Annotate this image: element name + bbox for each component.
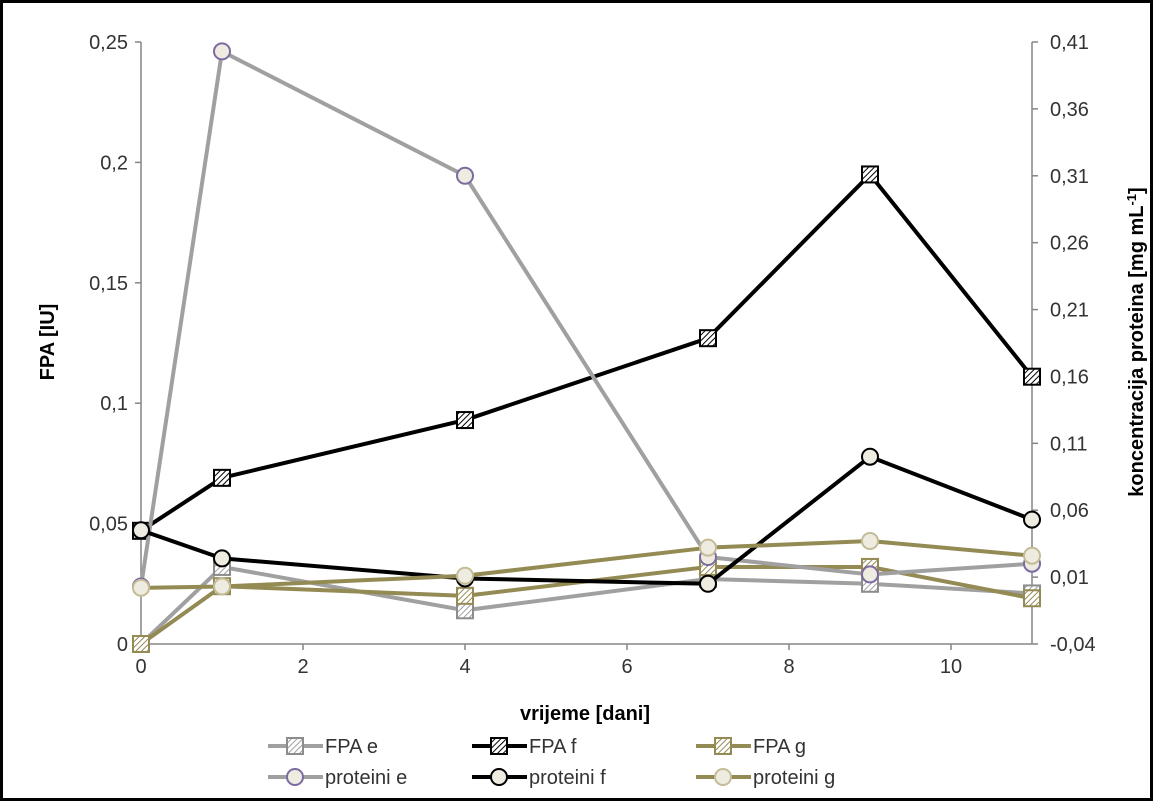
y2-axis-title-sup: -1: [1124, 194, 1139, 206]
y2-tick-label: 0,16: [1050, 366, 1089, 388]
y2-tick-label: 0,11: [1050, 433, 1087, 455]
x-tick-label: 10: [940, 656, 962, 678]
legend-swatch-marker: [714, 737, 732, 755]
series-line: [139, 564, 1033, 646]
data-point: [861, 531, 879, 550]
series-line: [140, 454, 1033, 586]
legend-item: proteini g: [696, 767, 835, 789]
data-point: [456, 166, 474, 185]
data-point: [1023, 589, 1041, 608]
data-point: [1023, 367, 1041, 386]
legend-item: proteini f: [472, 767, 606, 789]
series-proteini-g: [132, 531, 1041, 597]
series-fpa-f: [132, 165, 1041, 540]
axes: [135, 41, 1038, 650]
data-point: [861, 165, 879, 184]
data-point: [861, 447, 879, 466]
x-tick-label: 8: [783, 656, 794, 678]
data-point: [1023, 510, 1041, 529]
legend-label: FPA e: [325, 736, 378, 758]
x-tick-label: 0: [135, 656, 146, 678]
y2-tick-label: -0,04: [1050, 634, 1096, 656]
tick-labels: 0 2 4 6 8 10 0 0,05 0,1 0,15 0,2 0,25 -0,04 0,01 0,06 0…: [89, 32, 1096, 678]
series-proteini-e: [132, 42, 1041, 596]
y-tick-label: 0,2: [100, 152, 128, 174]
series-line: [139, 172, 1034, 533]
y-axis-title: FPA [IU]: [37, 304, 59, 381]
series-line: [139, 564, 1033, 646]
data-point: [699, 538, 717, 557]
y-tick-label: 0,05: [89, 514, 128, 536]
y2-tick-label: 0,01: [1050, 567, 1089, 589]
y2-axis-title: koncentracija proteina [mg mL-1]: [1124, 187, 1149, 496]
legend-label: FPA g: [753, 736, 806, 758]
data-point: [213, 468, 231, 487]
y2-tick-label: 0,26: [1050, 233, 1089, 255]
data-point: [456, 586, 474, 605]
data-point: [1023, 546, 1041, 565]
y-tick-label: 0: [117, 634, 128, 656]
y2-tick-label: 0,06: [1050, 500, 1089, 522]
y2-tick-label: 0,36: [1050, 99, 1089, 121]
legend-swatch-marker: [286, 737, 304, 755]
data-point: [456, 566, 474, 585]
legend-item: FPA f: [472, 736, 577, 758]
y2-tick-label: 0,41: [1050, 32, 1089, 54]
y-tick-label: 0,15: [89, 273, 128, 295]
series-proteini-f: [132, 447, 1041, 593]
y2-axis-title-main: koncentracija proteina [mg mL: [1126, 206, 1148, 497]
data-point: [213, 549, 231, 568]
series-line: [139, 49, 1033, 587]
legend-swatch-marker: [490, 737, 508, 755]
data-point: [213, 42, 231, 61]
y2-tick-label: 0,21: [1050, 300, 1089, 322]
series-line: [140, 538, 1033, 590]
data-point: [699, 329, 717, 348]
data-point: [213, 577, 231, 596]
legend-label: FPA f: [529, 736, 577, 758]
series-layer: [132, 42, 1041, 653]
legend-label: proteini e: [325, 767, 407, 789]
legend-swatch-marker: [714, 768, 732, 786]
data-point: [132, 521, 150, 540]
legend-swatch-marker: [490, 768, 508, 786]
legend-swatch-marker: [286, 768, 304, 786]
y-tick-label: 0,1: [100, 393, 128, 415]
legend-label: proteini f: [529, 767, 606, 789]
legend-item: FPA g: [696, 736, 806, 758]
legend-item: FPA e: [268, 736, 378, 758]
legend: FPA e FPA f FPA g proteini e proteini f prote…: [268, 736, 835, 789]
data-point: [456, 411, 474, 430]
data-point: [699, 574, 717, 593]
x-tick-label: 6: [621, 656, 632, 678]
y-tick-label: 0,25: [89, 32, 128, 54]
legend-item: proteini e: [268, 767, 407, 789]
data-point: [132, 578, 150, 597]
y2-tick-label: 0,31: [1050, 166, 1089, 188]
data-point: [861, 565, 879, 584]
legend-label: proteini g: [753, 767, 835, 789]
x-tick-label: 2: [297, 656, 308, 678]
x-axis-title: vrijeme [dani]: [520, 703, 650, 725]
x-tick-label: 4: [459, 656, 470, 678]
data-point: [132, 635, 150, 653]
y2-axis-title-end: ]: [1126, 187, 1148, 194]
